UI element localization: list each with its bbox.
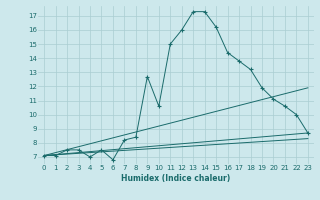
- X-axis label: Humidex (Indice chaleur): Humidex (Indice chaleur): [121, 174, 231, 183]
